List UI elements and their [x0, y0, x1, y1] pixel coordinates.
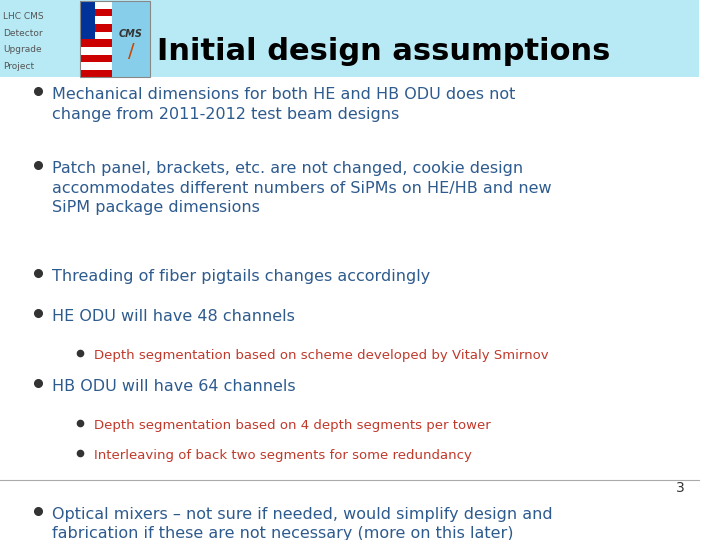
Text: Initial design assumptions: Initial design assumptions	[157, 37, 611, 66]
Bar	[81, 9, 112, 16]
Text: Detector: Detector	[4, 29, 43, 38]
Text: CMS: CMS	[119, 29, 143, 39]
Text: HB ODU will have 64 channels: HB ODU will have 64 channels	[53, 380, 296, 395]
Text: Depth segmentation based on scheme developed by Vitaly Smirnov: Depth segmentation based on scheme devel…	[94, 349, 549, 362]
Text: Patch panel, brackets, etc. are not changed, cookie design
accommodates differen: Patch panel, brackets, etc. are not chan…	[53, 161, 552, 215]
FancyBboxPatch shape	[0, 0, 699, 78]
Text: Threading of fiber pigtails changes accordingly: Threading of fiber pigtails changes acco…	[53, 269, 431, 285]
Bar	[81, 32, 112, 39]
Bar	[81, 55, 112, 62]
Bar	[81, 47, 112, 55]
Text: Project: Project	[4, 62, 35, 71]
Text: Optical mixers – not sure if needed, would simplify design and
fabrication if th: Optical mixers – not sure if needed, wou…	[53, 507, 553, 540]
Text: LHC CMS: LHC CMS	[4, 12, 44, 22]
Bar	[81, 16, 112, 24]
Bar	[81, 1, 94, 39]
Bar	[81, 39, 112, 47]
Text: 3: 3	[676, 481, 685, 495]
Text: Interleaving of back two segments for some redundancy: Interleaving of back two segments for so…	[94, 449, 472, 462]
Text: HE ODU will have 48 channels: HE ODU will have 48 channels	[53, 309, 295, 325]
Bar	[81, 62, 112, 70]
Bar	[81, 70, 112, 78]
Bar	[81, 1, 112, 9]
Bar	[112, 1, 150, 78]
Bar	[81, 24, 112, 32]
Bar	[81, 1, 150, 78]
Text: /: /	[127, 42, 135, 61]
Text: Depth segmentation based on 4 depth segments per tower: Depth segmentation based on 4 depth segm…	[94, 420, 491, 433]
Text: Mechanical dimensions for both HE and HB ODU does not
change from 2011-2012 test: Mechanical dimensions for both HE and HB…	[53, 87, 516, 122]
Text: Upgrade: Upgrade	[4, 45, 42, 55]
